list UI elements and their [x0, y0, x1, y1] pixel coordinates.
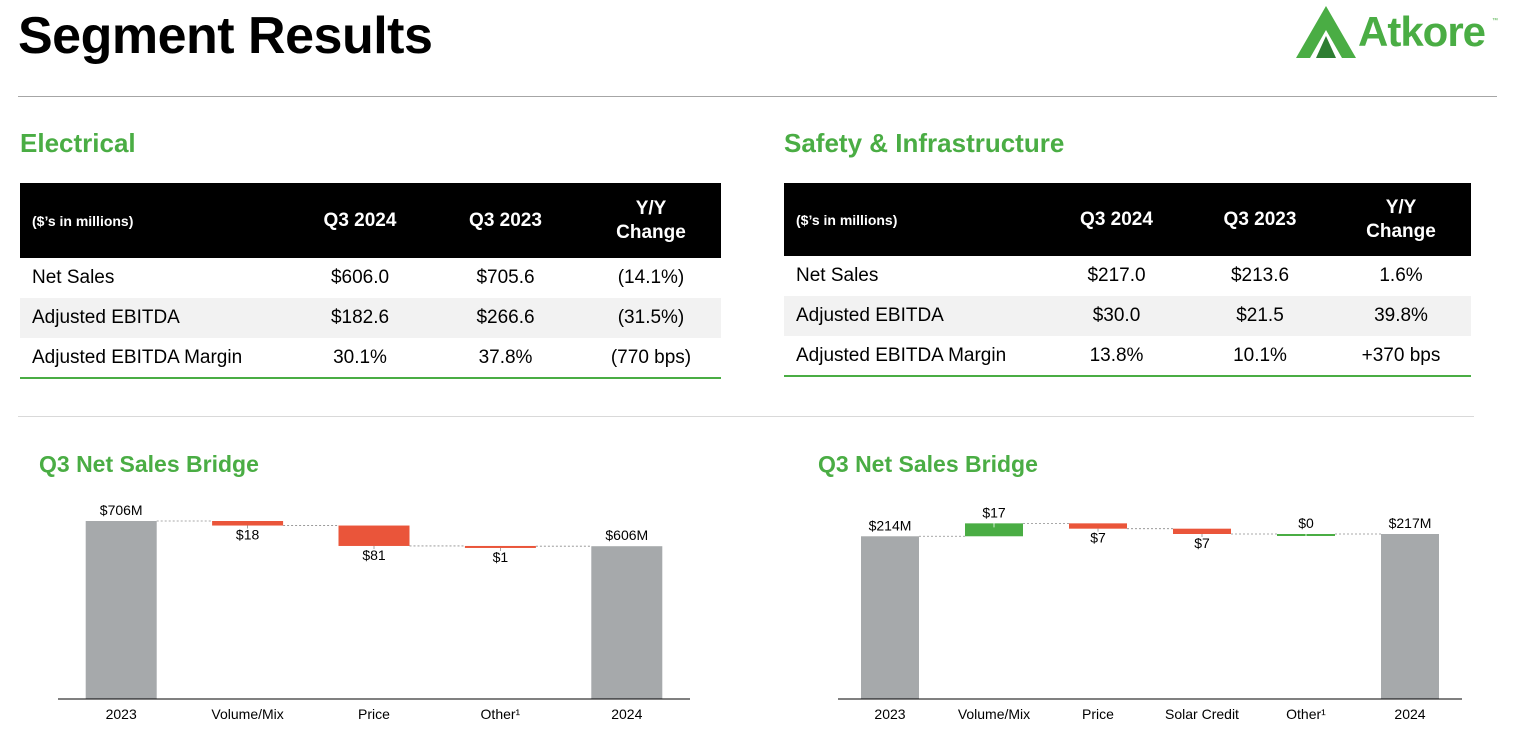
data-label: $17	[982, 504, 1006, 520]
units-header: ($’s in millions)	[796, 211, 898, 228]
data-label: $7	[1194, 535, 1210, 551]
electrical-bridge-chart: $706M 2023 $18 Volume/Mix $81 Price $1 Other¹ $6…	[58, 502, 690, 722]
electrical-table: ($’s in millions) Q3 2024 Q3 2023 Y/Y Cha…	[20, 183, 721, 379]
bar-2024	[1381, 534, 1439, 699]
category-label: 2023	[874, 706, 905, 722]
electrical-bridge-title: Q3 Net Sales Bridge	[39, 451, 259, 477]
data-label: $214M	[869, 517, 912, 533]
logo-trademark: ™	[1492, 18, 1498, 24]
table-row: Adjusted EBITDA $30.0 $21.5 39.8%	[784, 296, 1471, 336]
bar-volume-mix	[965, 523, 1023, 537]
data-label: $81	[362, 547, 386, 563]
bar-price	[1069, 523, 1127, 529]
data-label: $606M	[605, 527, 648, 543]
bar-price	[338, 525, 410, 546]
header-divider	[18, 96, 1497, 97]
table-row: Adjusted EBITDA Margin 13.8% 10.1% +370 …	[784, 336, 1471, 377]
q3-2024-header: Q3 2024	[1080, 208, 1153, 230]
bar-2024	[591, 546, 663, 699]
bar-2023	[861, 536, 919, 699]
page-title: Segment Results	[18, 7, 433, 65]
table-row: Net Sales $217.0 $213.6 1.6%	[796, 265, 1423, 286]
units-header: ($’s in millions)	[32, 212, 134, 229]
category-label: Price	[358, 706, 390, 722]
table-header-row: ($’s in millions) Q3 2024 Q3 2023 Y/Y Cha…	[784, 183, 1471, 256]
q3-2024-header: Q3 2024	[323, 209, 397, 231]
q3-2023-header: Q3 2023	[1223, 208, 1297, 230]
electrical-title: Electrical	[20, 128, 136, 158]
category-label: 2024	[1394, 706, 1425, 722]
safety-table: ($’s in millions) Q3 2024 Q3 2023 Y/Y Cha…	[784, 183, 1471, 377]
table-header-row: ($’s in millions) Q3 2024 Q3 2023 Y/Y Cha…	[20, 183, 721, 258]
category-label: Price	[1082, 706, 1114, 722]
category-label: 2023	[106, 706, 137, 722]
bar-other-	[464, 545, 536, 548]
section-divider	[18, 416, 1474, 417]
atkore-logo: Atkore ™	[1296, 6, 1501, 60]
logo-wordmark: Atkore	[1358, 8, 1486, 55]
safety-title: Safety & Infrastructure	[784, 128, 1065, 158]
bar-solar-credit	[1173, 528, 1231, 534]
safety-bridge-title: Q3 Net Sales Bridge	[818, 451, 1038, 477]
data-label: $1	[493, 549, 509, 565]
yy-change-header: Y/Y Change	[1366, 196, 1436, 242]
table-row: Adjusted EBITDA $182.6 $266.6 (31.5%)	[20, 298, 721, 338]
table-row: Net Sales $606.0 $705.6 (14.1%)	[32, 267, 685, 288]
q3-2023-header: Q3 2023	[469, 209, 542, 231]
category-label: Volume/Mix	[958, 706, 1030, 722]
bar-volume-mix	[212, 521, 284, 526]
bar-2023	[85, 521, 157, 699]
atkore-logo-icon	[1296, 6, 1356, 58]
data-label: $18	[236, 527, 260, 543]
category-label: Volume/Mix	[211, 706, 283, 722]
safety-bridge-chart: $214M 2023 $17 Volume/Mix $7 Price $7 Solar Cre…	[838, 504, 1462, 722]
yy-change-header: Y/Y Change	[616, 197, 686, 243]
data-label: $0	[1298, 515, 1314, 531]
category-label: Other¹	[1286, 706, 1326, 722]
data-label: $7	[1090, 530, 1106, 546]
category-label: Other¹	[481, 706, 521, 722]
category-label: Solar Credit	[1165, 706, 1239, 722]
data-label: $706M	[100, 502, 143, 518]
data-label: $217M	[1389, 515, 1432, 531]
category-label: 2024	[611, 706, 642, 722]
table-row: Adjusted EBITDA Margin 30.1% 37.8% (770 …	[20, 338, 721, 379]
